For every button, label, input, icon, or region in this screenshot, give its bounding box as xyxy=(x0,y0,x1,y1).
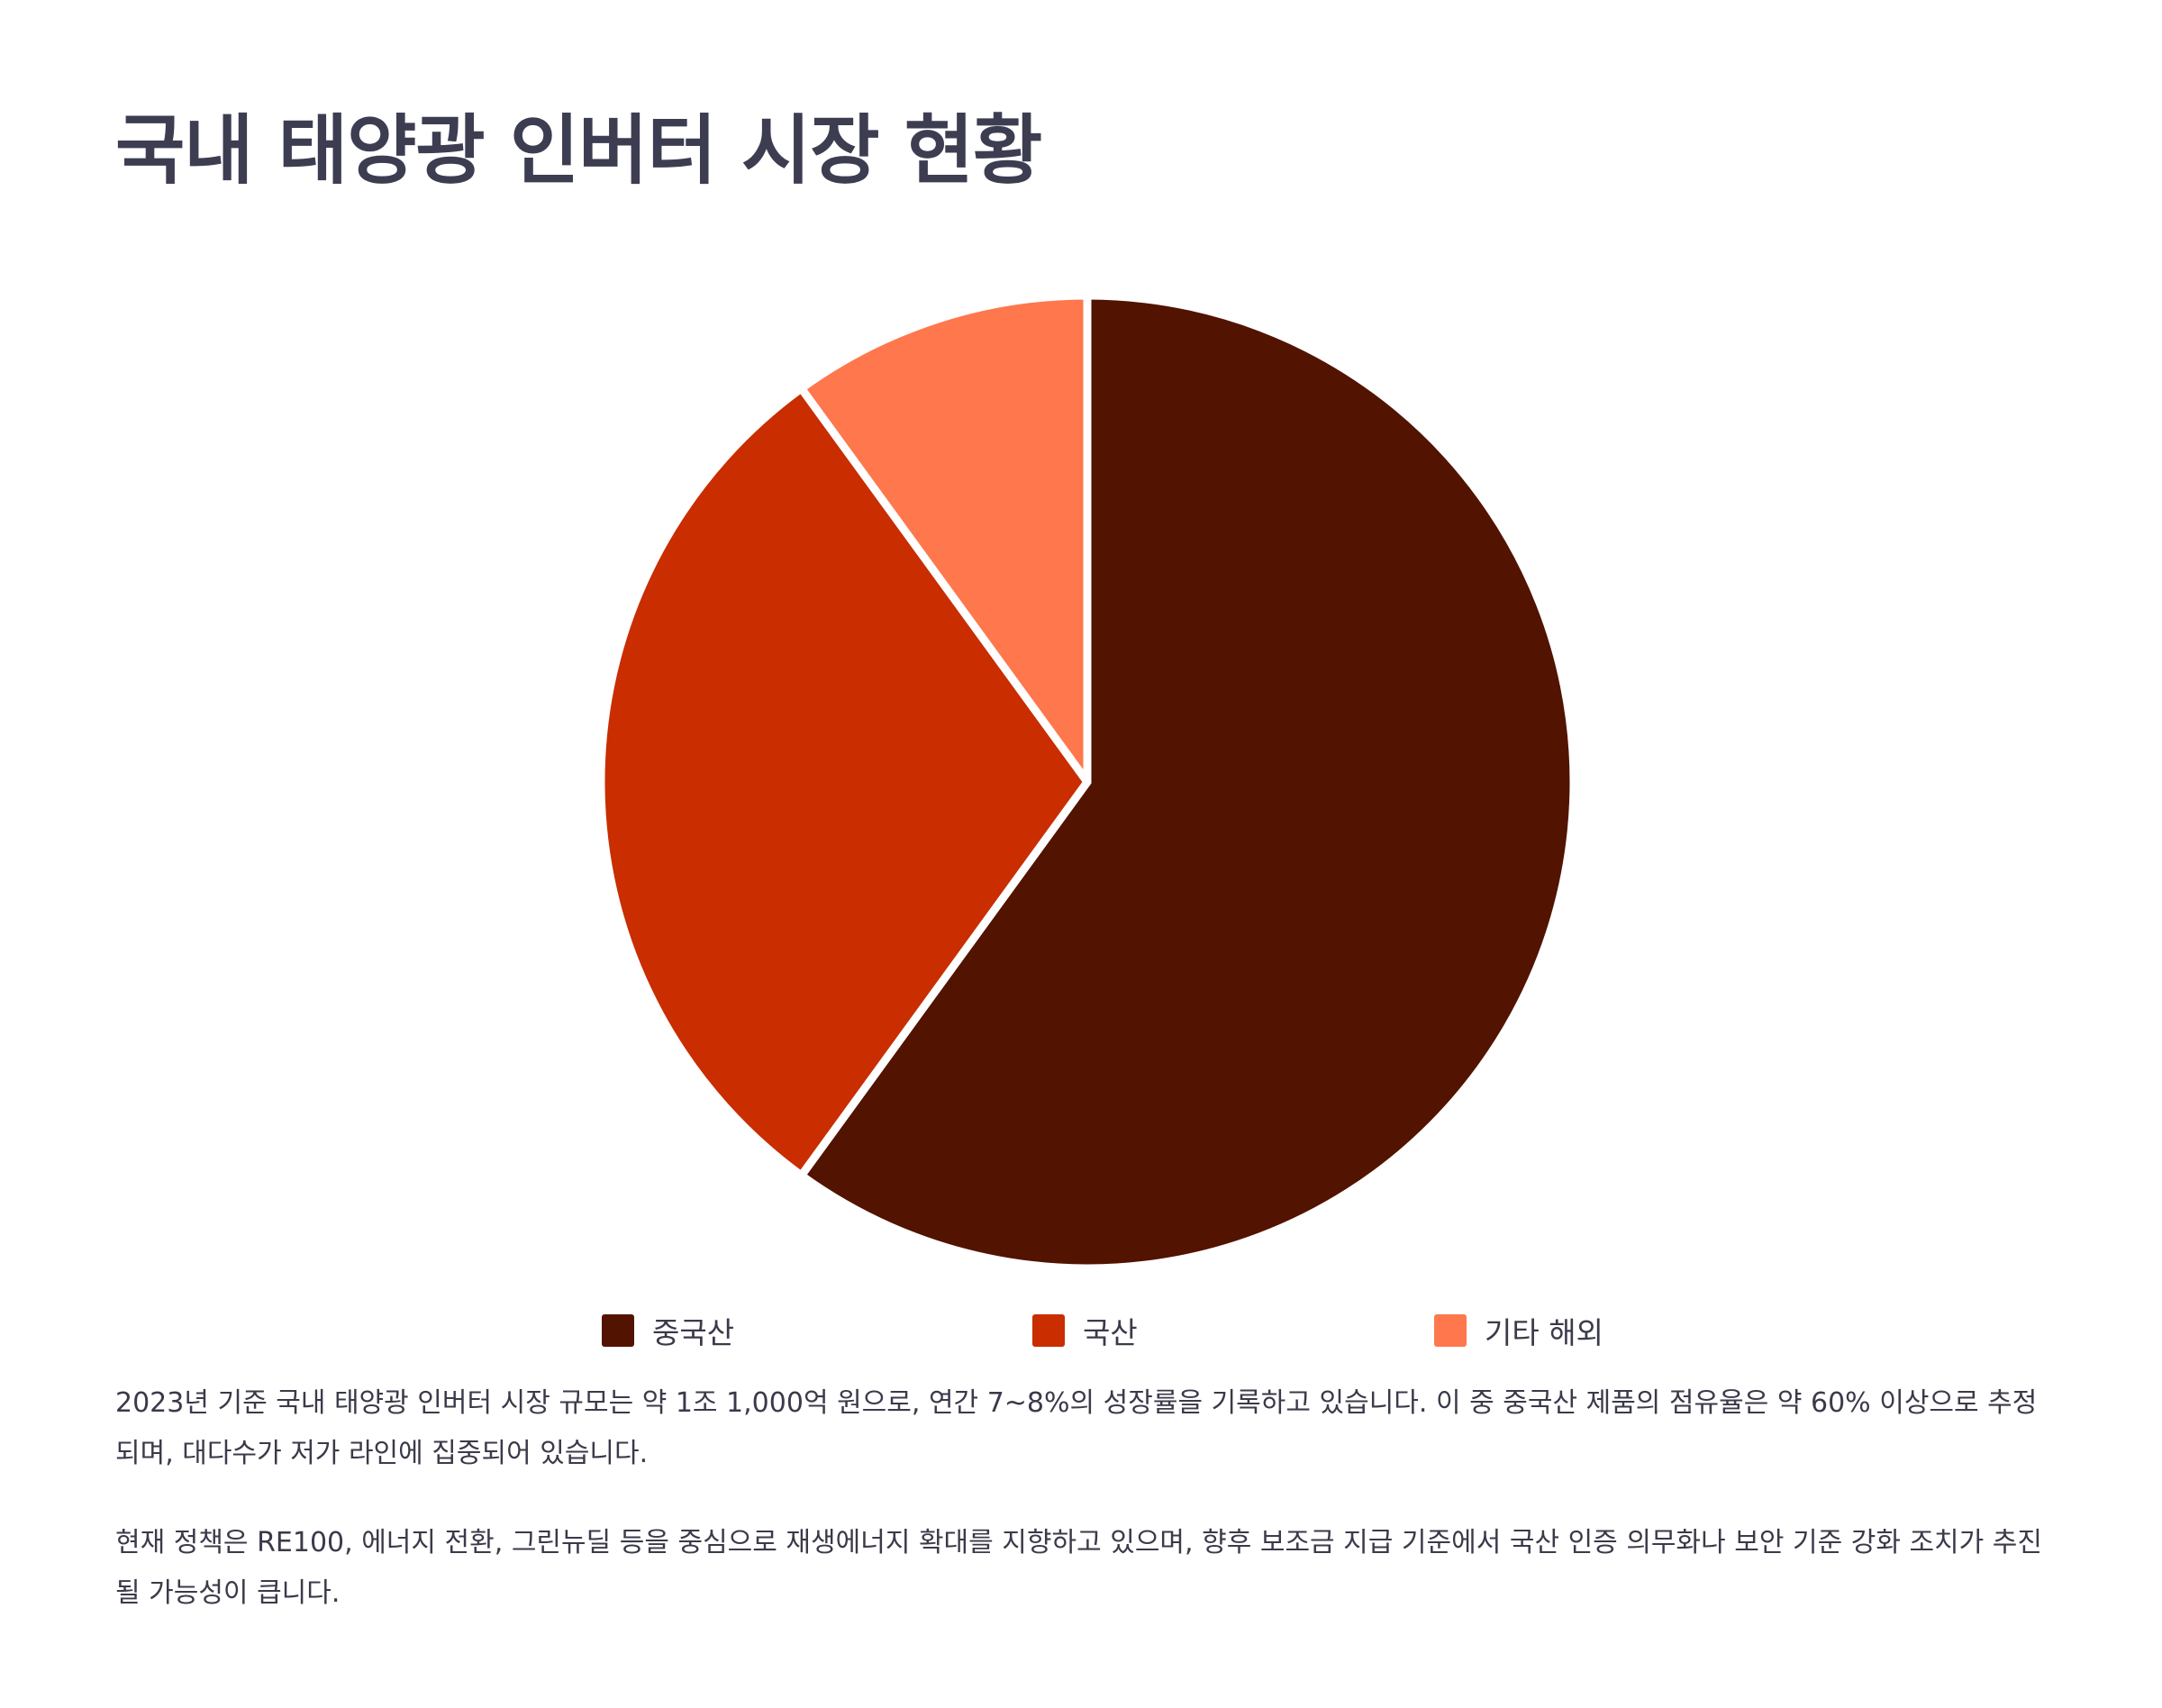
pie-slice-china[interactable] xyxy=(797,291,1578,1273)
legend-swatch-other-foreign xyxy=(1434,1314,1467,1347)
legend-label-china: 중국산 xyxy=(652,1315,735,1350)
legend-swatch-china xyxy=(602,1314,634,1347)
legend-item-other-foreign[interactable]: 기타 해외 xyxy=(1434,1308,1603,1353)
legend-item-china[interactable]: 중국산 xyxy=(602,1308,734,1353)
page-title: 국내 태양광 인버터 시장 현황 xyxy=(115,106,1042,195)
pie-slice-domestic[interactable] xyxy=(596,384,1092,1180)
description-paragraph-2: 현재 정책은 RE100, 에너지 전환, 그린뉴딜 등을 중심으로 재생에너지… xyxy=(115,1527,2042,1609)
legend-item-domestic[interactable]: 국산 xyxy=(1032,1308,1138,1353)
pie-slice-other-foreign[interactable] xyxy=(797,291,1092,786)
legend-swatch-domestic xyxy=(1032,1314,1065,1347)
legend-label-other-foreign: 기타 해외 xyxy=(1485,1315,1603,1350)
chart-legend: 중국산 국산 기타 해외 xyxy=(0,1308,2162,1353)
legend-label-domestic: 국산 xyxy=(1083,1315,1138,1350)
description-paragraph-1: 2023년 기준 국내 태양광 인버터 시장 규모는 약 1조 1,000억 원… xyxy=(115,1387,2038,1469)
pie-chart xyxy=(596,291,1578,1273)
